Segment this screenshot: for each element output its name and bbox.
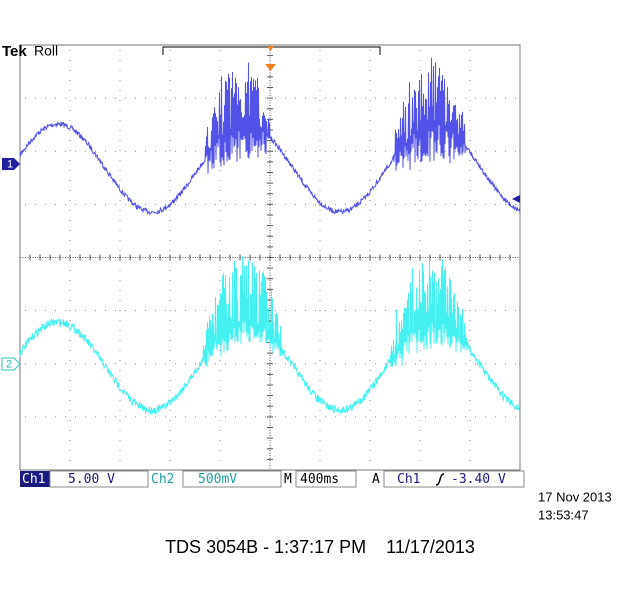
trigger-box (383, 470, 525, 488)
ch1-scale-box (49, 470, 149, 488)
date: 17 Nov 2013 (538, 489, 612, 504)
acquisition-mode: Roll (34, 43, 58, 59)
trigger-label: A (372, 472, 380, 487)
time-scale: 400ms (300, 472, 339, 487)
time: 13:53:47 (538, 507, 589, 522)
trigger-slope-icon (435, 473, 445, 486)
ch1-scale: 5.00 V (68, 472, 115, 487)
time-scale-box (295, 470, 357, 488)
ch1-marker (2, 158, 20, 170)
ch2-scale: 500mV (198, 472, 237, 487)
trigger-source: Ch1 (397, 472, 420, 487)
ch2-marker (1, 357, 21, 371)
trigger-level: -3.40 V (451, 472, 506, 487)
brand: Tek (2, 43, 27, 60)
ch2-waveform (19, 256, 521, 416)
ch2-label: Ch2 (151, 472, 174, 487)
waveforms (19, 57, 521, 416)
ch1-marker-label: 1 (7, 158, 13, 170)
graticule-border (19, 44, 521, 471)
trigger-position-marker (267, 46, 274, 51)
ch1-waveform (19, 57, 521, 216)
trigger-level-marker (512, 195, 520, 203)
ch2-scale-box (182, 470, 282, 488)
ch2-marker-label: 2 (6, 358, 12, 370)
trigger-point-marker (265, 64, 276, 71)
ch1-label: Ch1 (22, 472, 45, 487)
graticule (19, 44, 521, 471)
footer: TDS 3054B - 1:37:17 PM 11/17/2013 (165, 537, 475, 557)
time-label: M (284, 472, 292, 487)
ch1-badge (20, 471, 50, 487)
